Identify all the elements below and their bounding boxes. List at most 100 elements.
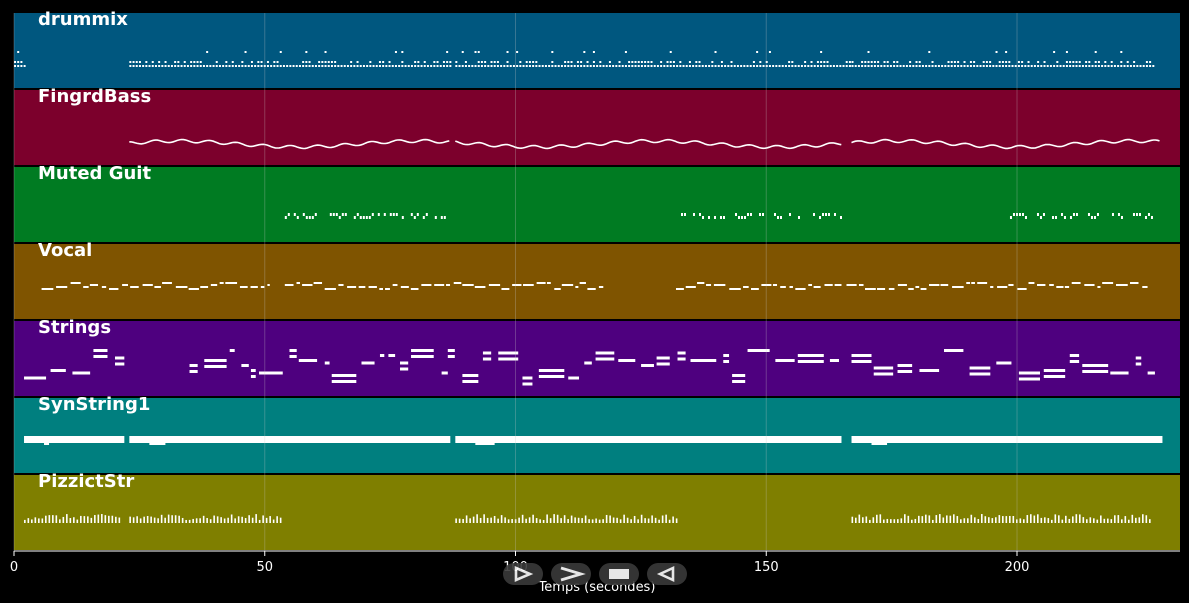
note [388,61,391,63]
note [204,365,227,368]
note [404,65,407,67]
note [730,65,733,67]
note [1133,65,1136,67]
note [189,370,198,373]
play-button[interactable] [503,563,543,585]
note [1116,284,1128,286]
note [308,65,311,67]
note [596,65,599,67]
note [1126,65,1129,67]
note [417,61,420,63]
note [378,61,381,63]
note [883,61,886,63]
note [1023,519,1025,523]
note [653,65,656,67]
note [1072,213,1075,216]
note [950,61,953,63]
note [1130,282,1139,284]
note [960,65,963,67]
note [1069,61,1072,63]
playback-controls [503,563,689,585]
note [854,65,857,67]
note [861,61,864,63]
note [563,515,566,523]
note [446,51,449,53]
note [947,61,950,63]
note [942,517,945,523]
note [826,65,829,67]
note [609,515,611,523]
note [1103,518,1106,523]
note [229,349,235,352]
note [378,65,381,67]
stop-button[interactable] [599,563,639,585]
note [369,65,372,67]
note [225,65,228,67]
note [461,65,464,67]
note [189,364,198,367]
note [1101,65,1104,67]
note [338,284,344,286]
note [337,65,340,67]
note [676,65,679,67]
note [640,61,643,63]
note [1085,61,1088,63]
fast-forward-button[interactable] [551,563,591,585]
note [1027,65,1030,67]
note [250,286,258,288]
note [1065,51,1068,53]
track-lane-vocal [14,244,1180,319]
note [1051,519,1053,523]
note [1053,65,1056,67]
note [777,216,780,219]
note [599,61,602,63]
note [872,517,875,523]
note [87,516,89,523]
note [447,355,455,358]
track-lane-muted-guit [14,167,1180,242]
note [1027,61,1030,63]
note [199,65,202,67]
note [340,65,343,67]
note [911,519,913,523]
rewind-button[interactable] [647,563,687,585]
notes-pizzictstr [24,514,1151,523]
note [950,65,953,67]
note [1082,517,1085,523]
note [164,517,166,523]
note [462,374,479,377]
note [289,355,297,358]
note [888,288,895,290]
note [62,516,65,523]
notes-strings [24,349,1155,386]
note [250,61,253,63]
note [1133,61,1136,63]
note [192,518,194,523]
note [548,65,551,67]
note [988,517,990,523]
note [580,65,583,67]
note [702,216,705,219]
note [183,61,186,63]
note [1071,282,1081,284]
note [825,213,828,216]
note [1064,286,1070,288]
note [1016,519,1018,523]
note [819,216,822,219]
note [920,288,927,290]
note [284,216,287,219]
note [579,282,586,284]
note [637,65,640,67]
note [1005,516,1008,523]
note [260,65,263,67]
note [130,286,139,288]
note [1009,216,1012,219]
note [682,65,685,67]
note [474,286,486,288]
note [512,284,522,286]
note [599,65,602,67]
note [813,65,816,67]
note [321,65,324,67]
note [990,286,994,288]
note [781,65,784,67]
